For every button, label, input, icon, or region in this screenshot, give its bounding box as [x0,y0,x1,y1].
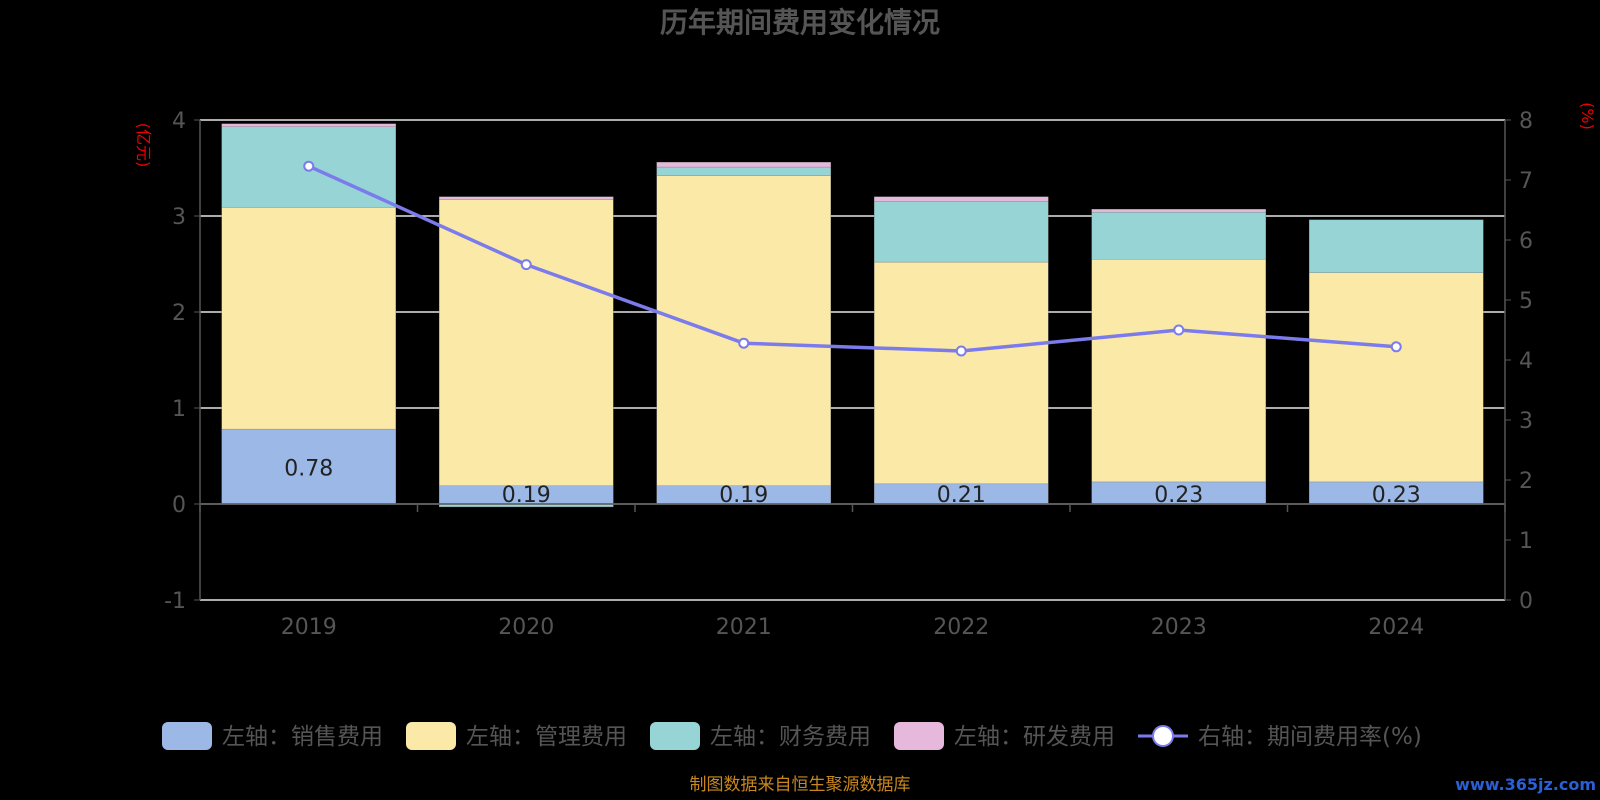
left-axis-unit: (亿元) [134,123,153,168]
right-tick-label: 4 [1519,349,1533,374]
bar-series [221,123,1484,508]
bar-segment [874,261,1049,485]
x-tick-label: 2020 [498,615,554,640]
right-tick-label: 6 [1519,229,1533,254]
x-tick-label: 2024 [1368,615,1424,640]
rate-point [520,259,532,271]
data-labels: 0.78 0.19 0.19 0.21 0.23 0.23 [284,457,1420,508]
rate-point [303,160,315,172]
bar-segment [439,199,614,486]
bar-segment [439,196,614,200]
legend-label: 左轴：研发费用 [954,724,1115,750]
bar-segment [221,428,396,505]
bar-segment [874,196,1049,202]
rate-point [955,345,967,357]
rate-line-series [303,160,1402,357]
bar-value-label: 0.19 [719,483,768,508]
left-tick-label: 3 [172,205,186,230]
right-tick-label: 7 [1519,169,1533,194]
legend-label: 左轴：管理费用 [466,724,627,750]
legend-swatch [894,722,944,750]
left-tick-label: -1 [164,589,186,614]
right-tick-label: 0 [1519,589,1533,614]
rate-point [1390,341,1402,353]
right-tick-label: 3 [1519,409,1533,434]
legend: 左轴：销售费用 左轴：管理费用 左轴：财务费用 左轴：研发费用 右轴：期间费用率(%) [162,722,1422,750]
chart-title: 历年期间费用变化情况 [660,6,940,39]
bar-segment [221,207,396,430]
left-tick-label: 2 [172,301,186,326]
bar-value-label: 0.23 [1372,483,1421,508]
bar-segment [1309,219,1484,273]
legend-label: 左轴：销售费用 [222,724,383,750]
bar-value-label: 0.19 [502,483,551,508]
x-tick-label: 2022 [933,615,989,640]
x-tick-label: 2021 [716,615,772,640]
bar-segment [656,162,831,168]
right-axis-ticks: 0 1 2 3 4 5 6 7 8 [1505,109,1533,614]
bar-value-label: 0.23 [1154,483,1203,508]
bar-segment [1091,209,1266,213]
right-tick-label: 8 [1519,109,1533,134]
bar-value-label: 0.78 [284,457,333,482]
bar-segment [1309,272,1484,483]
left-axis-ticks: -1 0 1 2 3 4 [164,109,200,614]
left-tick-label: 0 [172,493,186,518]
bar-segment [1091,211,1266,260]
bar-segment [656,166,831,176]
right-tick-label: 1 [1519,529,1533,554]
data-source-note: 制图数据来自恒生聚源数据库 [690,775,911,795]
rate-line [308,164,1397,353]
bar-segment [874,201,1049,263]
x-tick-label: 2019 [281,615,337,640]
legend-swatch [162,722,212,750]
bar-value-label: 0.21 [937,483,986,508]
right-tick-label: 2 [1519,469,1533,494]
legend-label: 左轴：财务费用 [710,724,871,750]
right-tick-label: 5 [1519,289,1533,314]
left-tick-label: 1 [172,397,186,422]
left-tick-label: 4 [172,109,186,134]
x-tick-label: 2023 [1151,615,1207,640]
right-axis-unit: (%) [1578,102,1597,130]
x-axis-ticks: 2019 2020 2021 2022 2023 2024 [199,504,1506,640]
rate-point [1173,324,1185,336]
bar-segment [1091,259,1266,483]
watermark: www.365jz.com [1455,775,1596,794]
rate-point [738,337,750,349]
legend-label: 右轴：期间费用率(%) [1198,724,1422,750]
legend-swatch [406,722,456,750]
legend-marker [1152,725,1174,747]
bar-segment [221,123,396,127]
legend-swatch [650,722,700,750]
bar-segment [656,175,831,486]
